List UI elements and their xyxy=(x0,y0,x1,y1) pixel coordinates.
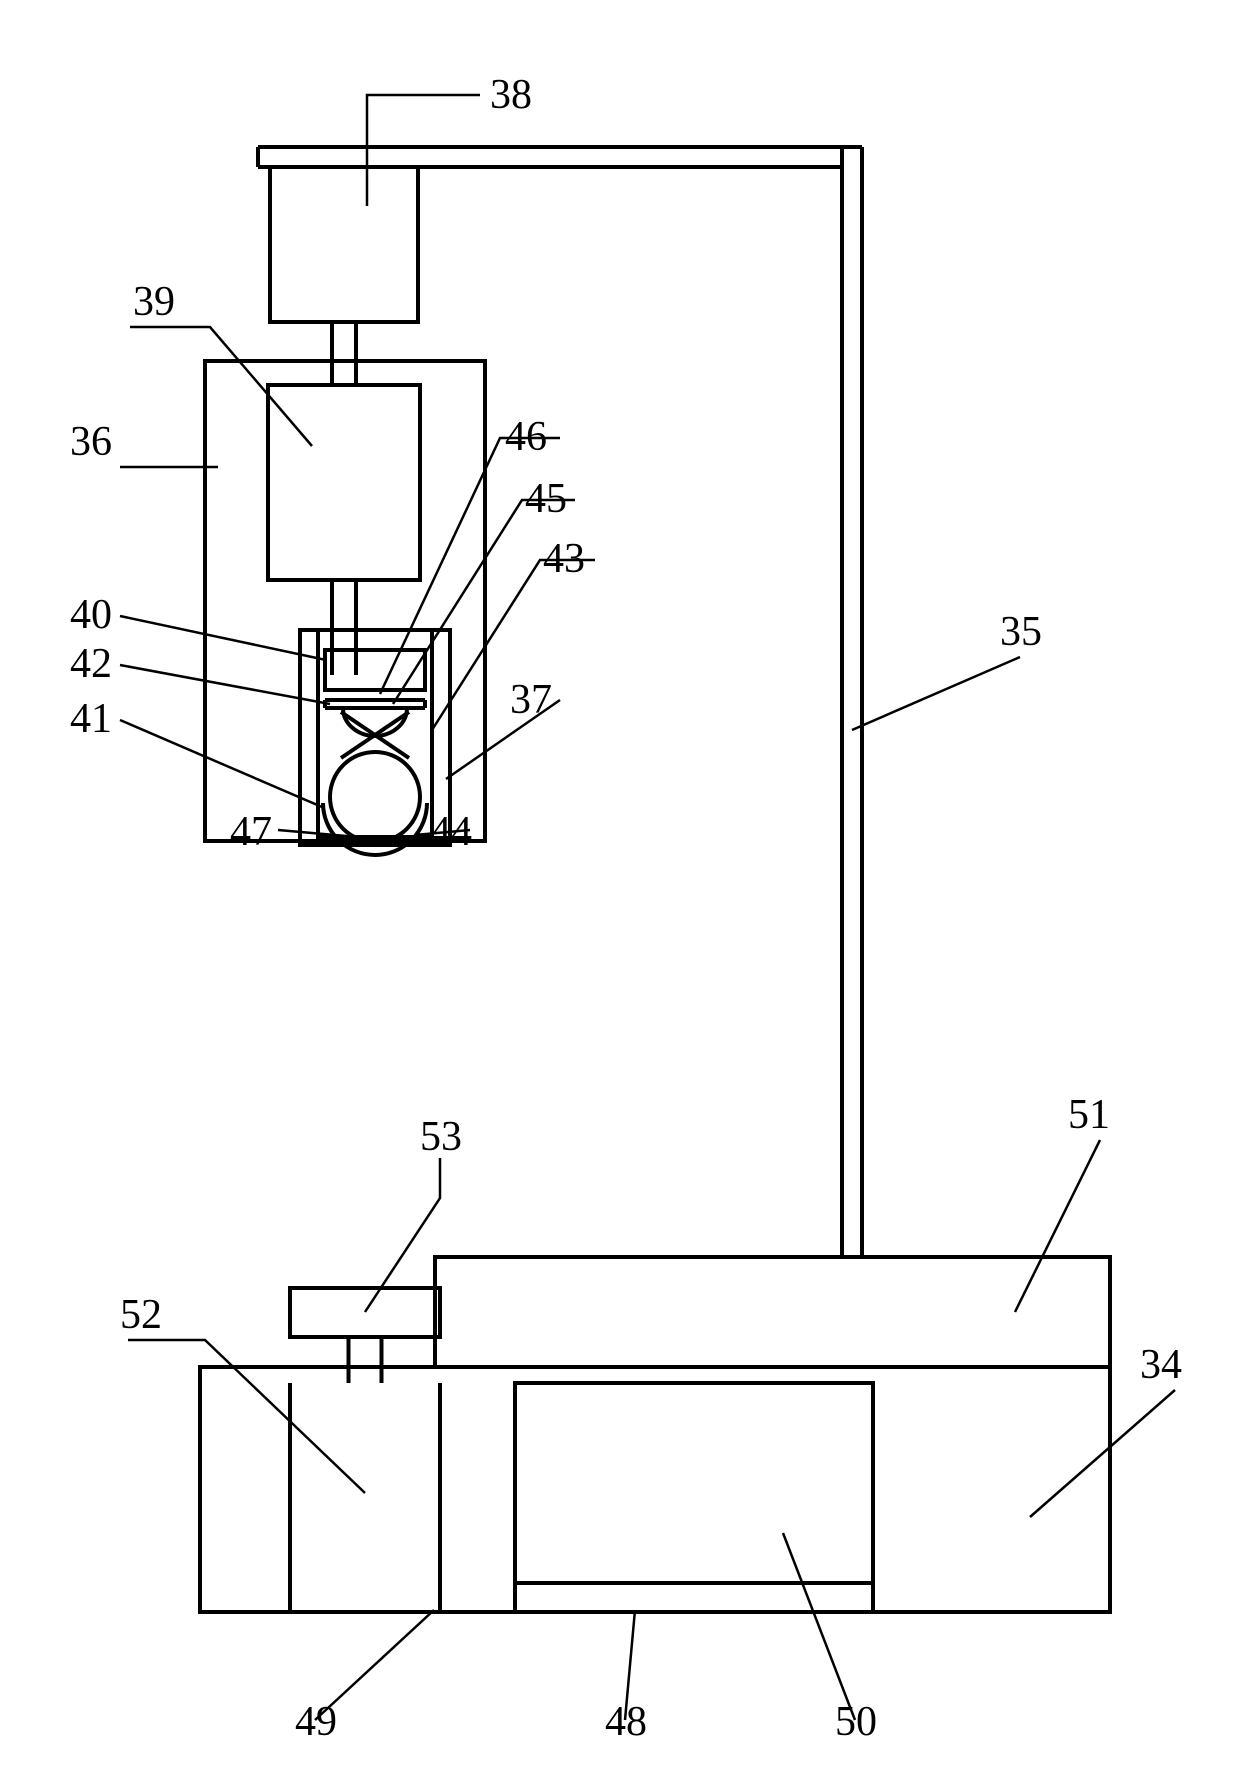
housing-36 xyxy=(205,361,485,841)
label-43: 43 xyxy=(543,536,585,582)
label-52: 52 xyxy=(120,1292,162,1338)
platform-51 xyxy=(435,1257,1110,1367)
label-40: 40 xyxy=(70,592,112,638)
circle-47 xyxy=(330,752,420,842)
label-51-leader xyxy=(1015,1140,1100,1312)
label-41: 41 xyxy=(70,696,112,742)
label-39: 39 xyxy=(133,279,175,325)
technical-diagram: 38 39 36 46 45 43 4042 41 37 35 44 47 51 53 52 34 49 48 50 xyxy=(0,0,1240,1782)
label-44: 44 xyxy=(430,809,472,855)
label-35-leader xyxy=(852,657,1020,730)
label-49: 49 xyxy=(295,1699,337,1745)
block-39 xyxy=(268,385,420,580)
label-47: 47 xyxy=(230,809,272,855)
label-42: 42 xyxy=(70,641,112,687)
base-34 xyxy=(200,1367,1110,1612)
label-36: 36 xyxy=(70,419,112,465)
label-38: 38 xyxy=(490,72,532,118)
label-46: 46 xyxy=(505,414,547,460)
label-34-leader xyxy=(1030,1390,1175,1517)
label-51: 51 xyxy=(1068,1092,1110,1138)
label-50: 50 xyxy=(835,1699,877,1745)
label-48: 48 xyxy=(605,1699,647,1745)
label-41-leader xyxy=(120,720,322,807)
label-37: 37 xyxy=(510,677,552,723)
block-38 xyxy=(270,167,418,322)
cavity-50 xyxy=(515,1383,873,1612)
label-53: 53 xyxy=(420,1114,462,1160)
label-40-leader xyxy=(120,616,326,660)
label-52-leader xyxy=(128,1340,365,1493)
label-35: 35 xyxy=(1000,609,1042,655)
label-34: 34 xyxy=(1140,1342,1182,1388)
label-38-leader xyxy=(367,95,480,206)
flange-53 xyxy=(290,1288,440,1337)
label-50-leader xyxy=(783,1533,855,1720)
label-45: 45 xyxy=(525,476,567,522)
